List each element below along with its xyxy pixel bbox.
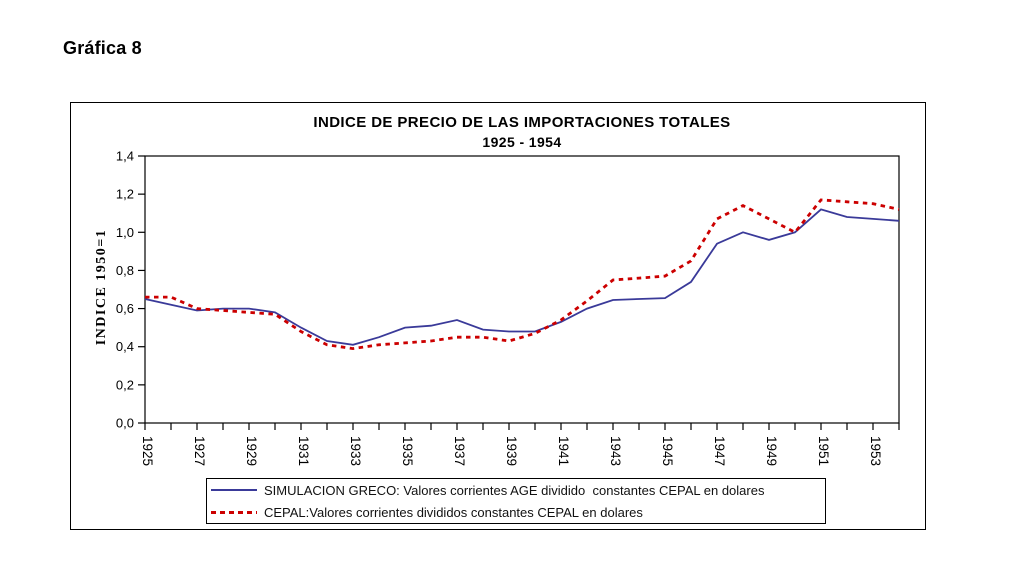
legend: SIMULACION GRECO: Valores corrientes AGE… <box>206 478 826 524</box>
legend-item-cepal: CEPAL:Valores corrientes divididos const… <box>211 503 825 522</box>
x-tick-label: 1927 <box>192 436 207 466</box>
y-axis-title: INDICE 1950=1 <box>94 228 109 346</box>
y-tick-label: 1,0 <box>116 225 134 240</box>
x-tick-label: 1941 <box>556 436 571 466</box>
y-tick-label: 0,6 <box>116 301 134 316</box>
y-tick-label: 0,2 <box>116 377 134 392</box>
plot-frame <box>144 155 900 424</box>
chart-subtitle: 1925 - 1954 <box>482 134 562 150</box>
x-tick-label: 1929 <box>244 436 259 466</box>
x-tick-label: 1939 <box>504 436 519 466</box>
x-tick-label: 1937 <box>452 436 467 466</box>
x-tick-label: 1931 <box>296 436 311 466</box>
y-tick-label: 0,8 <box>116 263 134 278</box>
legend-item-greco: SIMULACION GRECO: Valores corrientes AGE… <box>211 481 825 500</box>
y-tick-label: 0,4 <box>116 339 134 354</box>
legend-line-solid-sample <box>211 489 257 491</box>
x-tick-label: 1949 <box>764 436 779 466</box>
x-tick-label: 1933 <box>348 436 363 466</box>
x-tick-label: 1953 <box>868 436 883 466</box>
chart-title: INDICE DE PRECIO DE LAS IMPORTACIONES TO… <box>313 114 731 131</box>
x-tick-label: 1947 <box>712 436 727 466</box>
x-tick-label: 1925 <box>140 436 155 466</box>
x-tick-label: 1943 <box>608 436 623 466</box>
chart-container: INDICE DE PRECIO DE LAS IMPORTACIONES TO… <box>70 102 926 530</box>
x-tick-label: 1935 <box>400 436 415 466</box>
series-line-greco <box>144 208 900 346</box>
figure-label: Gráfica 8 <box>63 38 142 58</box>
legend-label-cepal: CEPAL:Valores corrientes divididos const… <box>264 504 643 520</box>
y-tick-label: 0,0 <box>116 416 134 431</box>
legend-label-greco: SIMULACION GRECO: Valores corrientes AGE… <box>264 482 765 498</box>
y-tick-label: 1,4 <box>116 149 134 164</box>
plot-svg: 0,0 0,2 0,4 0,6 0,8 1,0 1,2 1,4 1925 1927 1929 1931… <box>116 149 900 466</box>
legend-line-dotted-sample <box>211 510 257 514</box>
x-tick-label: 1945 <box>660 436 675 466</box>
y-tick-label: 1,2 <box>116 187 134 202</box>
x-tick-label: 1951 <box>816 436 831 466</box>
series-line-cepal <box>145 198 900 351</box>
